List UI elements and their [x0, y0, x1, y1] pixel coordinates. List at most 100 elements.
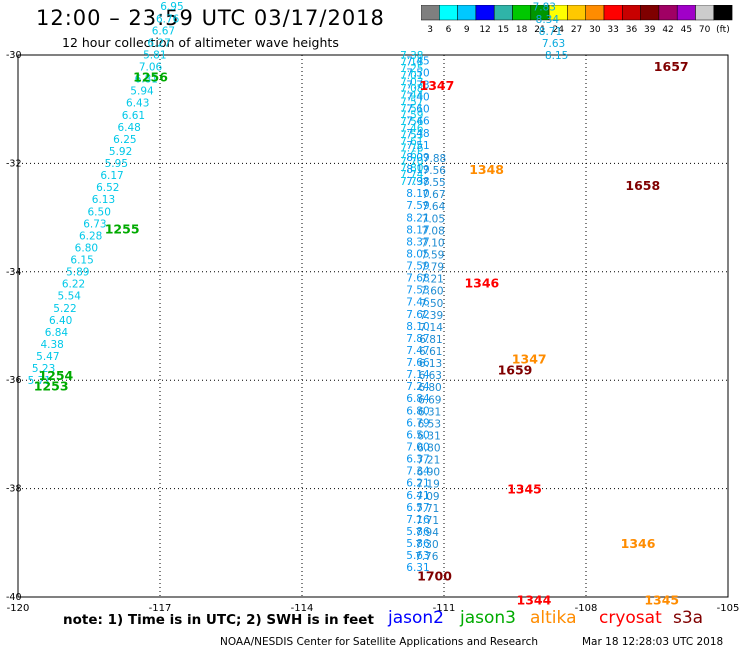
credit-text: NOAA/NESDIS Center for Satellite Applica… [220, 636, 538, 648]
longitude-label: -120 [7, 603, 30, 614]
wave-height-value: 6.53 [418, 418, 441, 430]
longitude-label: -114 [291, 603, 314, 614]
wave-height-value: 7.46 [400, 123, 424, 135]
wave-height-value: 7.47 [406, 345, 429, 357]
wave-height-value: 7.94 [416, 527, 440, 539]
wave-height-value: 7.83 [533, 2, 556, 14]
wave-height-value: 6.21 [406, 478, 429, 490]
wave-height-value: 6.73 [83, 218, 106, 230]
wave-height-value: 7.76 [415, 551, 439, 563]
latitude-label: -36 [6, 375, 22, 386]
wave-height-value: 8.19 [406, 164, 429, 176]
wave-height-value: 7.98 [406, 176, 429, 188]
wave-height-value: 6.31 [417, 430, 440, 442]
wave-height-value: 5.86 [406, 526, 430, 538]
wave-height-value: 7.80 [400, 163, 423, 175]
wave-height-value: 6.28 [79, 230, 102, 242]
wave-height-value: 6.69 [418, 394, 441, 406]
wave-height-value: 7.38 [400, 50, 423, 62]
wave-height-value: 7.73 [400, 176, 423, 188]
wave-height-value: 7.61 [400, 136, 423, 148]
wave-height-value: 8.34 [536, 14, 560, 26]
wave-height-value: 5.86 [406, 538, 430, 550]
wave-height-value: 6.67 [152, 25, 175, 37]
wave-height-value: 6.40 [165, 0, 188, 1]
wave-height-value: 6.84 [45, 327, 69, 339]
wave-height-value: 7.68 [406, 273, 429, 285]
wave-height-value: 7.56 [423, 165, 447, 177]
colorbar-label: 70 [699, 25, 711, 35]
pass-time-label: 1658 [625, 178, 660, 193]
wave-height-value: 7.05 [422, 213, 445, 225]
pass-time-label: 1254 [38, 368, 73, 383]
wave-height-value: 5.63 [406, 550, 429, 562]
colorbar-label: 15 [498, 25, 509, 35]
map-subtitle: 12 hour collection of altimeter wave hei… [62, 35, 339, 50]
pass-time-label: 1347 [420, 78, 455, 93]
wave-height-value: 8.09 [406, 152, 429, 164]
wave-height-value: 7.21 [420, 274, 443, 286]
wave-height-value: 6.31 [406, 562, 429, 574]
wave-height-value: 7.39 [420, 310, 443, 322]
wave-height-value: 5.89 [66, 267, 89, 279]
colorbar-swatch [713, 5, 733, 21]
legend-jason2: jason2 [388, 608, 444, 628]
wave-height-value: 6.27 [147, 37, 170, 49]
wave-height-value: 7.50 [406, 67, 429, 79]
wave-height-value: 6.79 [406, 417, 429, 429]
pass-time-label: 1348 [469, 162, 504, 177]
wave-height-value: 7.60 [406, 104, 429, 116]
wave-height-value: 6.25 [113, 134, 136, 146]
wave-height-value: 6.84 [406, 393, 430, 405]
pass-time-label: 1345 [507, 482, 542, 497]
wave-height-value: 7.18 [400, 57, 423, 69]
wave-height-value: 8.21 [406, 212, 429, 224]
latitude-label: -38 [6, 484, 22, 495]
wave-height-value: 7.67 [422, 189, 445, 201]
wave-height-value: 8.37 [406, 236, 429, 248]
wave-height-value: 5.92 [109, 146, 132, 158]
wave-height-value: 6.50 [88, 206, 111, 218]
longitude-label: -111 [433, 603, 456, 614]
wave-height-value: 4.38 [40, 339, 63, 351]
map-title: 12:00 – 23:59 UTC 03/17/2018 [36, 6, 385, 30]
wave-height-value: 6.81 [135, 74, 158, 86]
wave-height-value: 8.17 [406, 224, 429, 236]
generation-timestamp: Mar 18 12:28:03 UTC 2018 [582, 636, 724, 648]
pass-time-label: 1346 [464, 276, 499, 291]
colorbar-label: 6 [446, 25, 452, 35]
wave-height-value: 7.48 [406, 128, 429, 140]
wave-height-value: 7.59 [421, 249, 444, 261]
wave-height-value: 7.08 [400, 83, 423, 95]
wave-height-value: 6.76 [156, 13, 180, 25]
colorbar-label: 21 [534, 25, 545, 35]
wave-height-value: 7.40 [406, 92, 429, 104]
wave-height-value: 6.40 [49, 315, 72, 327]
wave-height-value: 7.60 [529, 0, 552, 2]
colorbar-label: 12 [479, 25, 490, 35]
wave-height-value: 6.95 [160, 1, 183, 13]
wave-height-value: 6.80 [75, 242, 98, 254]
wave-height-value: 7.60 [420, 286, 443, 298]
legend-cryosat: cryosat [599, 608, 662, 628]
wave-height-value: 7.55 [422, 177, 445, 189]
pass-time-label: 1657 [654, 59, 689, 74]
legend-jason3: jason3 [460, 608, 516, 628]
wave-height-value: 8.71 [539, 26, 562, 38]
latitude-label: -40 [6, 592, 22, 603]
wave-height-value: 7.46 [406, 116, 430, 128]
wave-height-value: 7.34 [406, 466, 430, 478]
longitude-label: -105 [717, 603, 740, 614]
wave-height-value: 7.00 [406, 441, 429, 453]
colorbar-label: 39 [644, 25, 656, 35]
colorbar-label: 36 [626, 25, 638, 35]
wave-height-value: 5.23 [32, 363, 55, 375]
wave-height-value: 7.79 [421, 262, 444, 274]
colorbar-label: 27 [571, 25, 582, 35]
wave-height-value: 6.15 [70, 255, 93, 267]
pass-time-label: 1345 [644, 593, 679, 608]
wave-height-value: 7.62 [406, 309, 429, 321]
wave-height-value: 6.48 [117, 122, 140, 134]
wave-height-value: 7.46 [406, 297, 430, 309]
wave-height-value: 7.59 [400, 110, 423, 122]
